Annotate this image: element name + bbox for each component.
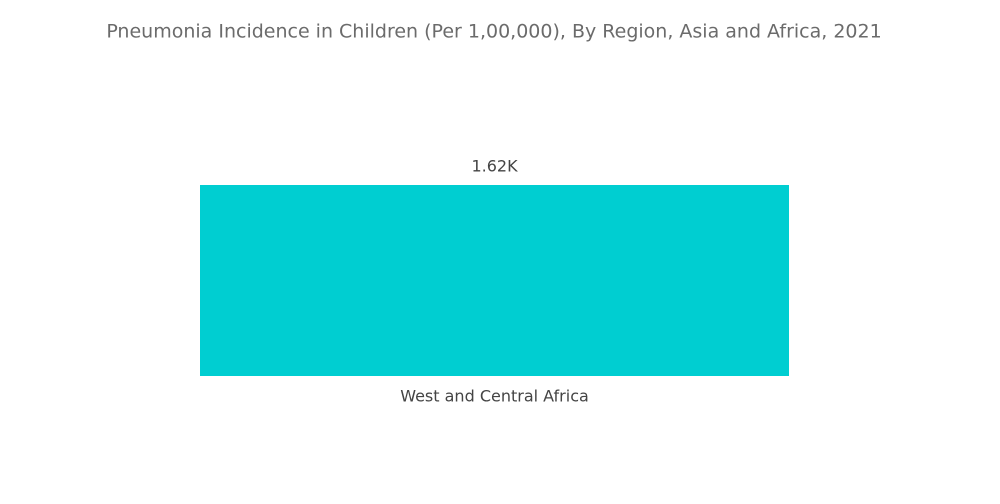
chart-title: Pneumonia Incidence in Children (Per 1,0… [106, 21, 881, 43]
bar [200, 185, 789, 376]
x-tick-label: West and Central Africa [400, 387, 589, 406]
data-label: 1.62K [471, 157, 518, 176]
